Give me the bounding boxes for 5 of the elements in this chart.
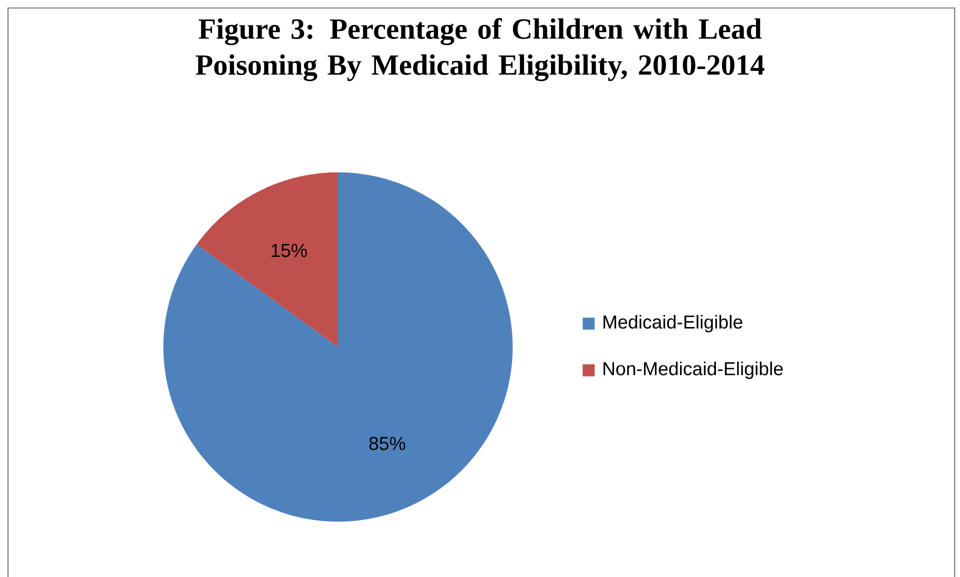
data-label: 15% [272,244,307,258]
chart-title: Figure 3: Percentage of Children with Lead Poisoning By Medicaid Eligibility, 2010-2014 [196,18,764,82]
data-label: 85% [369,436,406,450]
legend-label: Medicaid-Eligible [604,314,742,332]
legend-label: Non-Medicaid-Eligible [604,362,783,380]
